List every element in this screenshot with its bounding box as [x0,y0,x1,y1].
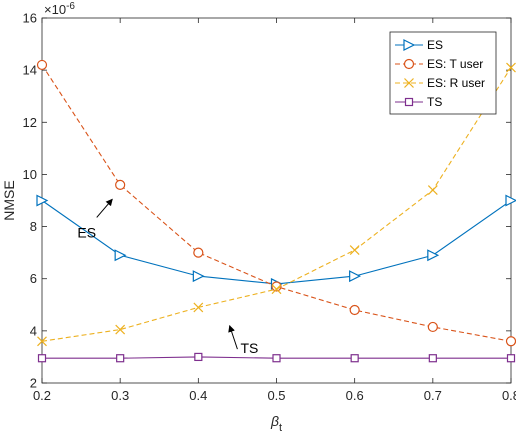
y-tick-label: 4 [30,323,37,338]
legend-marker [404,78,414,88]
y-tick-label: 6 [30,271,37,286]
legend-label: ES: R user [427,76,485,90]
data-point [505,194,516,207]
legend-marker [404,97,414,107]
data-point [37,336,47,347]
x-marker-stroke [427,185,438,195]
data-point [193,302,204,313]
annotation-label: TS [240,340,258,356]
data-point [116,354,125,363]
series-layer [36,59,516,363]
data-point [194,352,203,362]
x-marker-stroke [37,336,47,347]
x-marker-stroke [193,302,204,313]
series-ts [37,352,516,363]
y-axis-label: NMSE [1,180,17,220]
y-exponent-label: ×10-6 [44,1,75,17]
x-tick-label: 0.6 [346,388,364,403]
legend-marker [403,39,416,51]
legend-entry: ES [395,38,443,52]
legend-entry: ES: T user [395,57,483,71]
x-marker-stroke [349,245,360,255]
data-point [427,185,438,195]
y-tick-label: 10 [23,167,37,182]
x-marker-stroke [271,284,282,295]
y-tick-label: 14 [23,63,37,78]
data-point [349,270,362,283]
data-point [506,62,516,73]
data-point [115,179,126,190]
data-point [36,59,48,71]
x-tick-label: 0.3 [111,388,129,403]
annotation-arrow [228,324,238,350]
data-point [192,270,205,283]
x-tick-label: 0.4 [189,388,207,403]
legend: ES ES: T user ES: R user TS [389,31,497,115]
annotation-arrow [96,198,113,218]
annotation-label: ES [77,224,96,240]
legend-entry: ES: R user [395,76,485,90]
y-tick-label: 16 [23,11,37,26]
data-point [36,194,49,207]
series-es-r-user [37,62,516,347]
data-point [427,249,440,262]
data-point [114,249,127,262]
y-tick-label: 12 [23,115,37,130]
data-point [428,354,437,363]
data-point [115,324,126,335]
data-point [272,354,281,363]
data-point [37,354,47,363]
data-point [505,336,516,347]
series-es-t-user [36,59,516,347]
x-tick-label: 0.8 [502,388,516,403]
y-tick-label: 8 [30,219,37,234]
data-point [271,284,282,295]
x-marker-stroke [404,78,414,88]
x-tick-label: 0.7 [424,388,442,403]
legend-label: ES [427,38,443,52]
y-tick-label: 2 [30,376,37,391]
data-point [350,354,359,363]
x-tick-label: 0.5 [267,388,285,403]
legend-label: ES: T user [427,57,483,71]
legend-marker [403,58,415,70]
x-marker-stroke [506,62,516,73]
data-point [349,245,360,255]
data-point [427,321,438,333]
data-point [349,304,360,316]
data-point [193,247,204,258]
annotation-layer: ES TS [77,198,258,356]
x-tick-label: 0.2 [33,388,51,403]
legend-entry: TS [395,95,442,109]
data-point [271,281,282,292]
legend-label: TS [427,95,442,109]
x-marker-stroke [115,324,126,335]
data-point [506,354,516,363]
x-axis-label: βt [270,413,282,432]
